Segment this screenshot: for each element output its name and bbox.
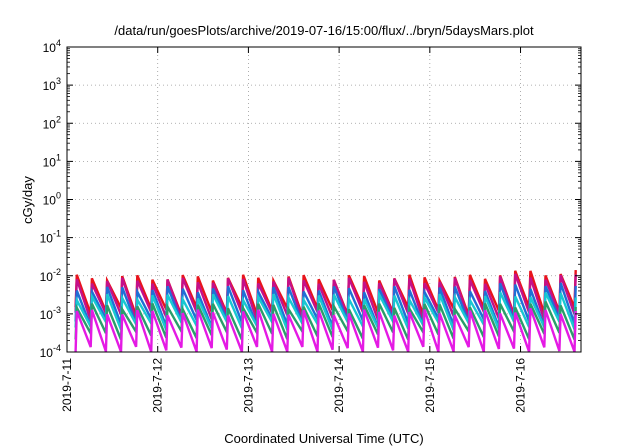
y-tick-label: 103 bbox=[43, 76, 61, 93]
y-tick-exponent: -4 bbox=[53, 343, 61, 353]
y-tick-label: 100 bbox=[43, 191, 61, 208]
series-line-4 bbox=[74, 289, 577, 332]
y-tick-base: 10 bbox=[43, 155, 57, 169]
y-tick-base: 10 bbox=[43, 117, 57, 131]
series-line-6 bbox=[74, 307, 577, 353]
y-tick-exponent: 3 bbox=[56, 76, 61, 86]
grid bbox=[67, 47, 581, 352]
y-tick-label: 101 bbox=[43, 152, 61, 169]
y-tick-label: 10-1 bbox=[40, 229, 61, 246]
series-line-1 bbox=[74, 270, 577, 317]
series-line-2 bbox=[74, 273, 577, 321]
y-axis-label: cGy/day bbox=[20, 176, 35, 224]
y-tick-exponent: -1 bbox=[53, 229, 61, 239]
series-layer bbox=[74, 270, 577, 353]
y-tick-label: 10-4 bbox=[40, 343, 61, 360]
y-tick-base: 10 bbox=[40, 270, 54, 284]
y-tick-label: 10-3 bbox=[40, 305, 61, 322]
y-tick-exponent: 0 bbox=[56, 191, 61, 201]
y-tick-base: 10 bbox=[40, 308, 54, 322]
x-tick-label: 2019-7-12 bbox=[151, 358, 165, 413]
y-tick-exponent: -3 bbox=[53, 305, 61, 315]
series-line-5 bbox=[74, 301, 577, 341]
x-tick-label: 2019-7-11 bbox=[60, 358, 74, 412]
y-tick-label: 104 bbox=[43, 38, 61, 55]
x-axis: 2019-7-11 2019-7-12 2019-7-13 2019-7-14 2019… bbox=[60, 47, 528, 413]
y-tick-exponent: -2 bbox=[53, 267, 61, 277]
x-tick-label: 2019-7-15 bbox=[423, 358, 437, 413]
x-tick-label: 2019-7-16 bbox=[514, 358, 528, 413]
y-tick-base: 10 bbox=[43, 41, 57, 55]
y-tick-exponent: 1 bbox=[56, 152, 61, 162]
x-tick-label: 2019-7-14 bbox=[332, 358, 346, 413]
y-tick-label: 10-2 bbox=[40, 267, 61, 284]
y-tick-base: 10 bbox=[40, 232, 54, 246]
y-tick-label: 102 bbox=[43, 114, 61, 131]
y-tick-base: 10 bbox=[40, 346, 54, 360]
chart-title: /data/run/goesPlots/archive/2019-07-16/1… bbox=[114, 23, 534, 38]
y-tick-base: 10 bbox=[43, 79, 57, 93]
y-tick-exponent: 4 bbox=[56, 38, 61, 48]
x-axis-label: Coordinated Universal Time (UTC) bbox=[224, 431, 423, 446]
y-tick-exponent: 2 bbox=[56, 114, 61, 124]
x-tick-label: 2019-7-13 bbox=[241, 358, 255, 413]
y-tick-base: 10 bbox=[43, 194, 57, 208]
